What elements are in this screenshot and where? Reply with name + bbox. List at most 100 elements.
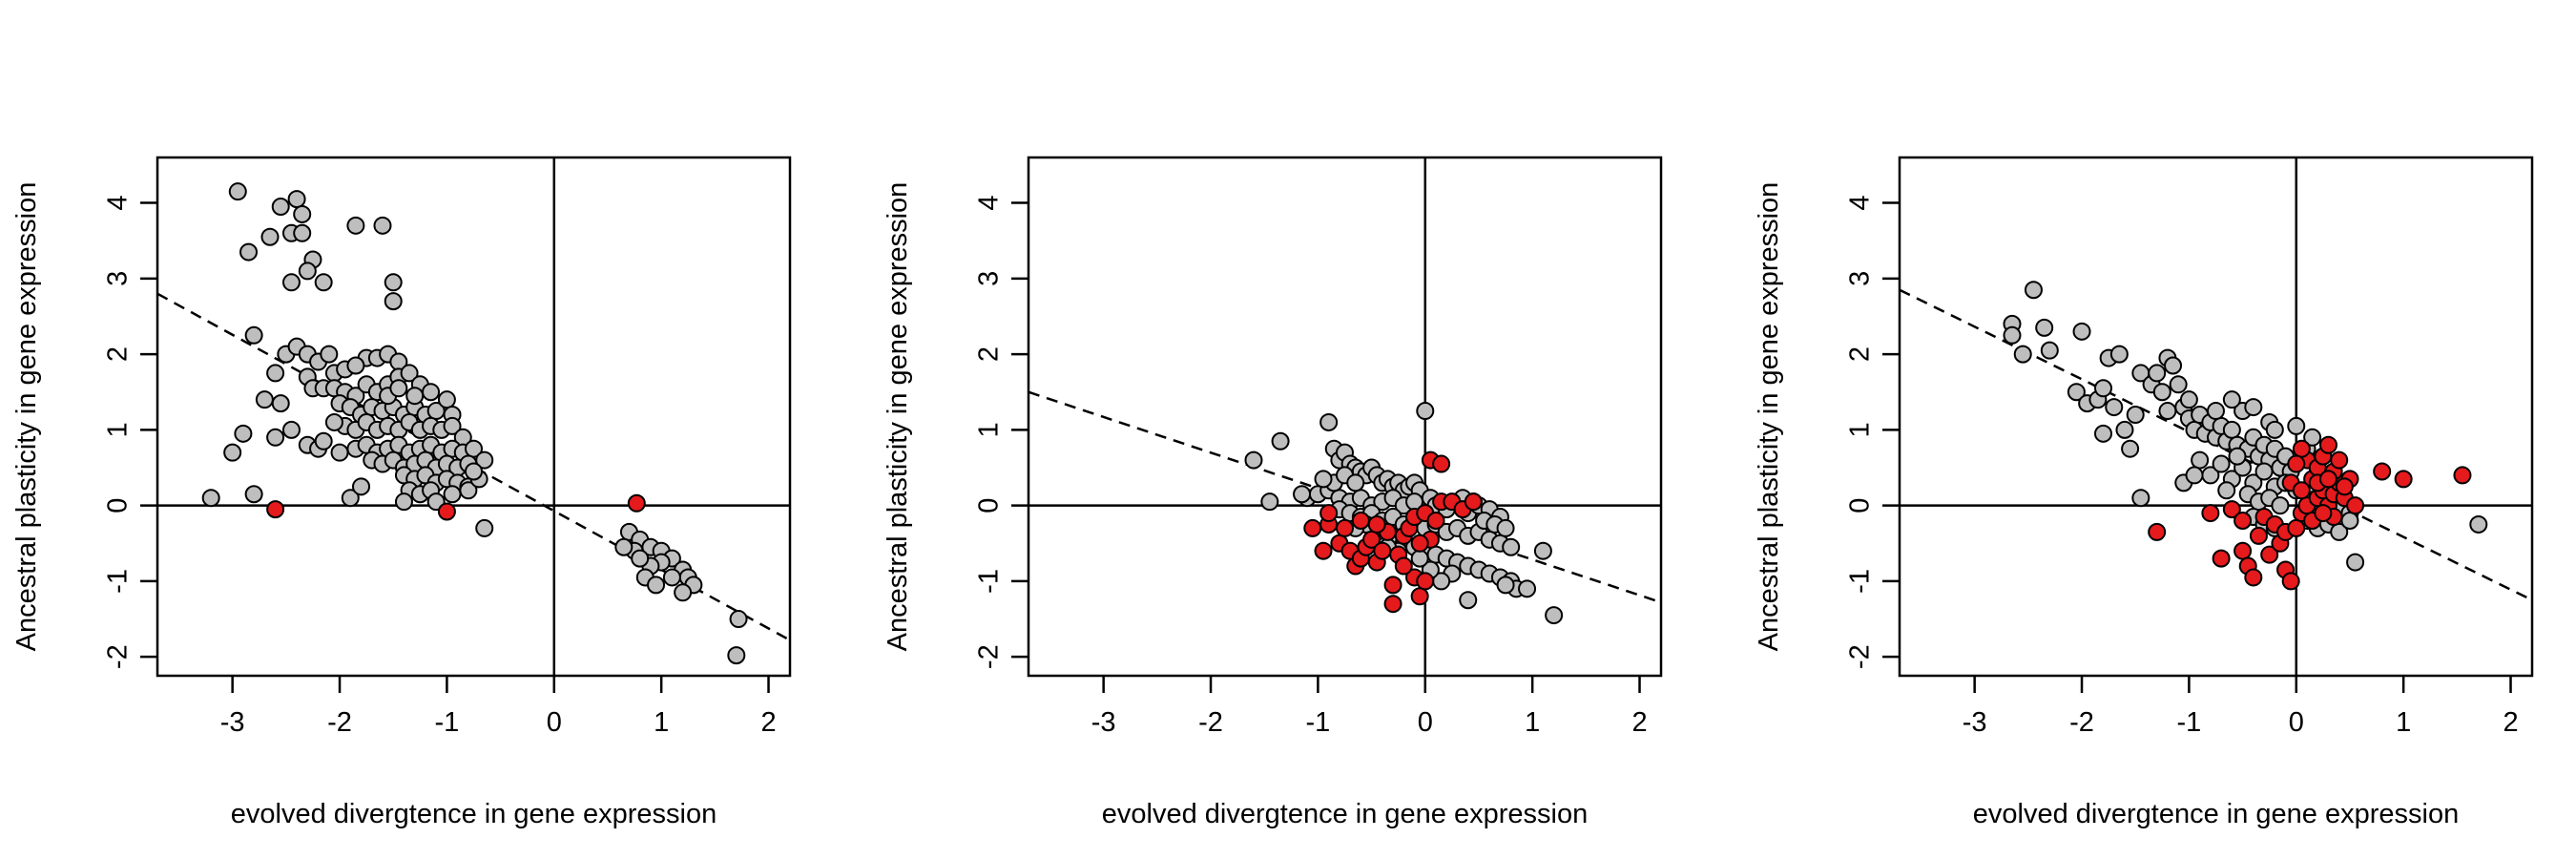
data-point [2191, 450, 2210, 470]
data-points [2003, 281, 2488, 591]
data-point [201, 489, 220, 508]
data-point [1533, 541, 1552, 560]
data-point [228, 182, 247, 201]
data-point [281, 420, 301, 439]
y-tick-label: 2 [103, 346, 134, 362]
data-point [1410, 534, 1429, 553]
data-point [2169, 375, 2188, 394]
data-point [324, 412, 343, 431]
y-tick-label: -2 [1845, 644, 1876, 669]
y-tick-label: 0 [974, 498, 1005, 513]
y-tick-label: 3 [1845, 271, 1876, 286]
plot-frame [1898, 156, 2534, 678]
data-point [2244, 568, 2263, 587]
data-point [281, 273, 301, 292]
data-point [2228, 447, 2247, 466]
data-point [2287, 416, 2306, 435]
data-point [314, 431, 333, 450]
data-point [2394, 470, 2413, 489]
data-point [384, 292, 403, 311]
data-point [330, 443, 349, 462]
data-point [1346, 473, 1365, 492]
y-tick-label: 2 [974, 346, 1005, 362]
data-point [293, 204, 312, 223]
scatter-panel-1: -3 -2 -1 0 1 2 -2 -1 0 1 2 3 4 evolved divergtence in… [11, 156, 792, 829]
x-tick-label: -1 [2177, 707, 2202, 738]
y-axis: -2 -1 0 1 2 3 4 [1845, 195, 1900, 669]
data-point [2265, 420, 2284, 439]
data-point [266, 428, 285, 447]
data-point [271, 394, 290, 413]
data-point [2148, 364, 2167, 383]
data-point [271, 198, 290, 217]
data-point [2121, 439, 2140, 458]
data-point [1336, 518, 1354, 537]
x-tick-label: -1 [435, 707, 460, 738]
y-tick-label: 1 [974, 422, 1005, 437]
data-point [2035, 318, 2054, 337]
data-point [405, 387, 425, 406]
y-tick-label: -2 [974, 644, 1005, 669]
data-point [1383, 595, 1402, 614]
data-point [244, 485, 263, 504]
x-tick-label: -1 [1306, 707, 1331, 738]
data-point [266, 364, 285, 383]
scatter-panel-2: -3 -2 -1 0 1 2 -2 -1 0 1 2 3 4 evolved divergtence in… [883, 156, 1663, 829]
data-point [437, 390, 456, 409]
y-axis-title: Ancestral plasticity in gene expression [11, 182, 42, 652]
data-point [631, 549, 650, 568]
plot-frame [156, 156, 792, 678]
series-1 [2003, 281, 2488, 572]
data-point [2271, 496, 2290, 515]
data-point [2318, 470, 2337, 489]
data-point [647, 576, 666, 595]
data-point [1394, 556, 1413, 576]
data-point [2072, 322, 2091, 341]
data-point [2212, 454, 2231, 473]
data-point [2249, 526, 2268, 545]
data-point [459, 481, 478, 500]
data-point [1303, 518, 1322, 537]
data-point [2179, 390, 2198, 409]
data-point [244, 325, 263, 345]
x-axis-title: evolved divergtence in gene expression [1973, 799, 2459, 829]
data-point [1416, 572, 1435, 591]
series-2 [2148, 435, 2472, 591]
data-point [443, 416, 462, 435]
data-point [2115, 420, 2134, 439]
y-axis: -2 -1 0 1 2 3 4 [974, 195, 1028, 669]
x-tick-label: 0 [1418, 707, 1433, 738]
data-point [1314, 541, 1333, 560]
data-point [2040, 341, 2059, 360]
data-point [314, 273, 333, 292]
data-point [627, 493, 646, 513]
data-point [662, 568, 681, 587]
data-point [2335, 477, 2354, 496]
data-point [2158, 402, 2177, 421]
data-point [2222, 500, 2241, 519]
data-point [2292, 481, 2311, 500]
data-point [1260, 492, 1279, 512]
data-point [2330, 450, 2349, 470]
data-point [1496, 518, 1515, 537]
data-point [2126, 406, 2145, 425]
x-tick-label: 1 [2396, 707, 2411, 738]
data-point [2212, 549, 2231, 568]
data-point [1319, 412, 1339, 431]
y-tick-label: -1 [974, 569, 1005, 594]
data-point [1367, 514, 1386, 534]
y-tick-label: 4 [103, 195, 134, 210]
y-axis: -2 -1 0 1 2 3 4 [103, 195, 157, 669]
data-point [1518, 579, 1537, 598]
x-tick-label: -2 [2069, 707, 2094, 738]
data-point [2164, 356, 2183, 375]
series-1 [201, 182, 748, 665]
data-point [2152, 383, 2171, 402]
data-point [2094, 424, 2113, 443]
y-axis-title: Ancestral plasticity in gene expression [883, 182, 913, 652]
data-point [1293, 485, 1312, 504]
data-point [2373, 462, 2392, 481]
x-tick-label: 1 [654, 707, 669, 738]
data-point [2314, 504, 2333, 523]
